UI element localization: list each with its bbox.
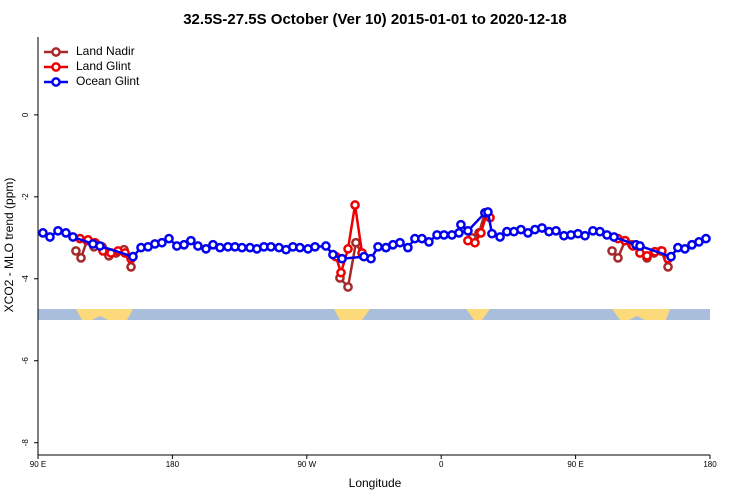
data-point <box>328 249 338 260</box>
data-point <box>164 233 174 244</box>
data-point <box>201 244 211 254</box>
data-point <box>424 237 434 247</box>
data-point <box>537 223 547 233</box>
data-point <box>439 230 449 240</box>
data-point <box>642 250 652 261</box>
legend-label: Land Glint <box>76 59 131 73</box>
data-point <box>336 267 346 278</box>
data-point <box>351 237 361 248</box>
land-ocean-strip <box>38 309 710 320</box>
y-axis-label: XCO2 - MLO trend (ppm) <box>2 178 16 313</box>
y-tick-label: -2 <box>21 193 30 201</box>
x-tick-label: 90 E <box>30 460 46 469</box>
legend-marker <box>51 62 61 72</box>
data-point <box>680 244 690 254</box>
data-point <box>343 244 353 254</box>
data-point <box>321 241 331 251</box>
data-point <box>61 228 71 238</box>
chart-title: 32.5S-27.5S October (Ver 10) 2015-01-01 … <box>183 11 567 28</box>
data-point <box>76 253 86 263</box>
data-point <box>470 237 480 248</box>
data-point <box>68 232 78 242</box>
data-point <box>487 228 497 239</box>
legend-marker <box>51 77 61 87</box>
series-line <box>74 212 670 290</box>
data-point <box>403 242 413 253</box>
data-point <box>350 200 360 210</box>
series <box>71 207 673 292</box>
data-point <box>454 228 464 238</box>
data-point <box>310 241 320 252</box>
x-tick-label: 180 <box>166 460 180 469</box>
x-tick-label: 90 W <box>297 460 316 469</box>
data-point <box>663 262 673 272</box>
data-point <box>580 230 590 241</box>
data-point <box>463 225 473 236</box>
data-point <box>456 219 466 230</box>
data-point <box>666 251 676 262</box>
data-point <box>395 237 405 248</box>
data-point <box>126 262 136 272</box>
data-point <box>607 246 617 256</box>
y-tick-label: -8 <box>21 439 30 447</box>
y-tick-label: -6 <box>21 357 30 365</box>
data-point <box>215 242 225 253</box>
data-point <box>613 253 623 263</box>
data-point <box>343 282 353 292</box>
data-point <box>337 253 347 264</box>
data-point <box>476 228 486 238</box>
y-tick-label: 0 <box>21 112 30 117</box>
data-point <box>237 242 247 253</box>
data-point <box>551 225 561 236</box>
data-point <box>193 241 203 251</box>
legend-marker <box>51 47 61 57</box>
data-point <box>38 228 48 238</box>
data-point <box>128 251 138 262</box>
data-point <box>179 239 189 250</box>
data-point <box>95 241 105 251</box>
data-point <box>635 241 645 251</box>
legend-label: Land Nadir <box>76 44 135 58</box>
series <box>38 207 711 264</box>
data-point <box>157 237 167 248</box>
data-point <box>366 253 376 264</box>
x-tick-label: 90 E <box>567 460 583 469</box>
data-point <box>295 242 305 253</box>
data-point <box>45 232 55 242</box>
data-point <box>609 232 619 242</box>
data-point <box>186 235 196 246</box>
data-point <box>53 225 63 236</box>
x-tick-label: 0 <box>439 460 444 469</box>
x-axis-label: Longitude <box>349 476 402 490</box>
data-point <box>483 207 493 217</box>
x-tick-label: 180 <box>703 460 717 469</box>
legend-label: Ocean Glint <box>76 74 140 88</box>
data-point <box>373 241 383 252</box>
data-point <box>71 246 81 256</box>
data-point <box>495 232 505 242</box>
data-point <box>266 241 276 252</box>
y-tick-label: -4 <box>21 275 30 283</box>
data-point <box>701 233 711 244</box>
